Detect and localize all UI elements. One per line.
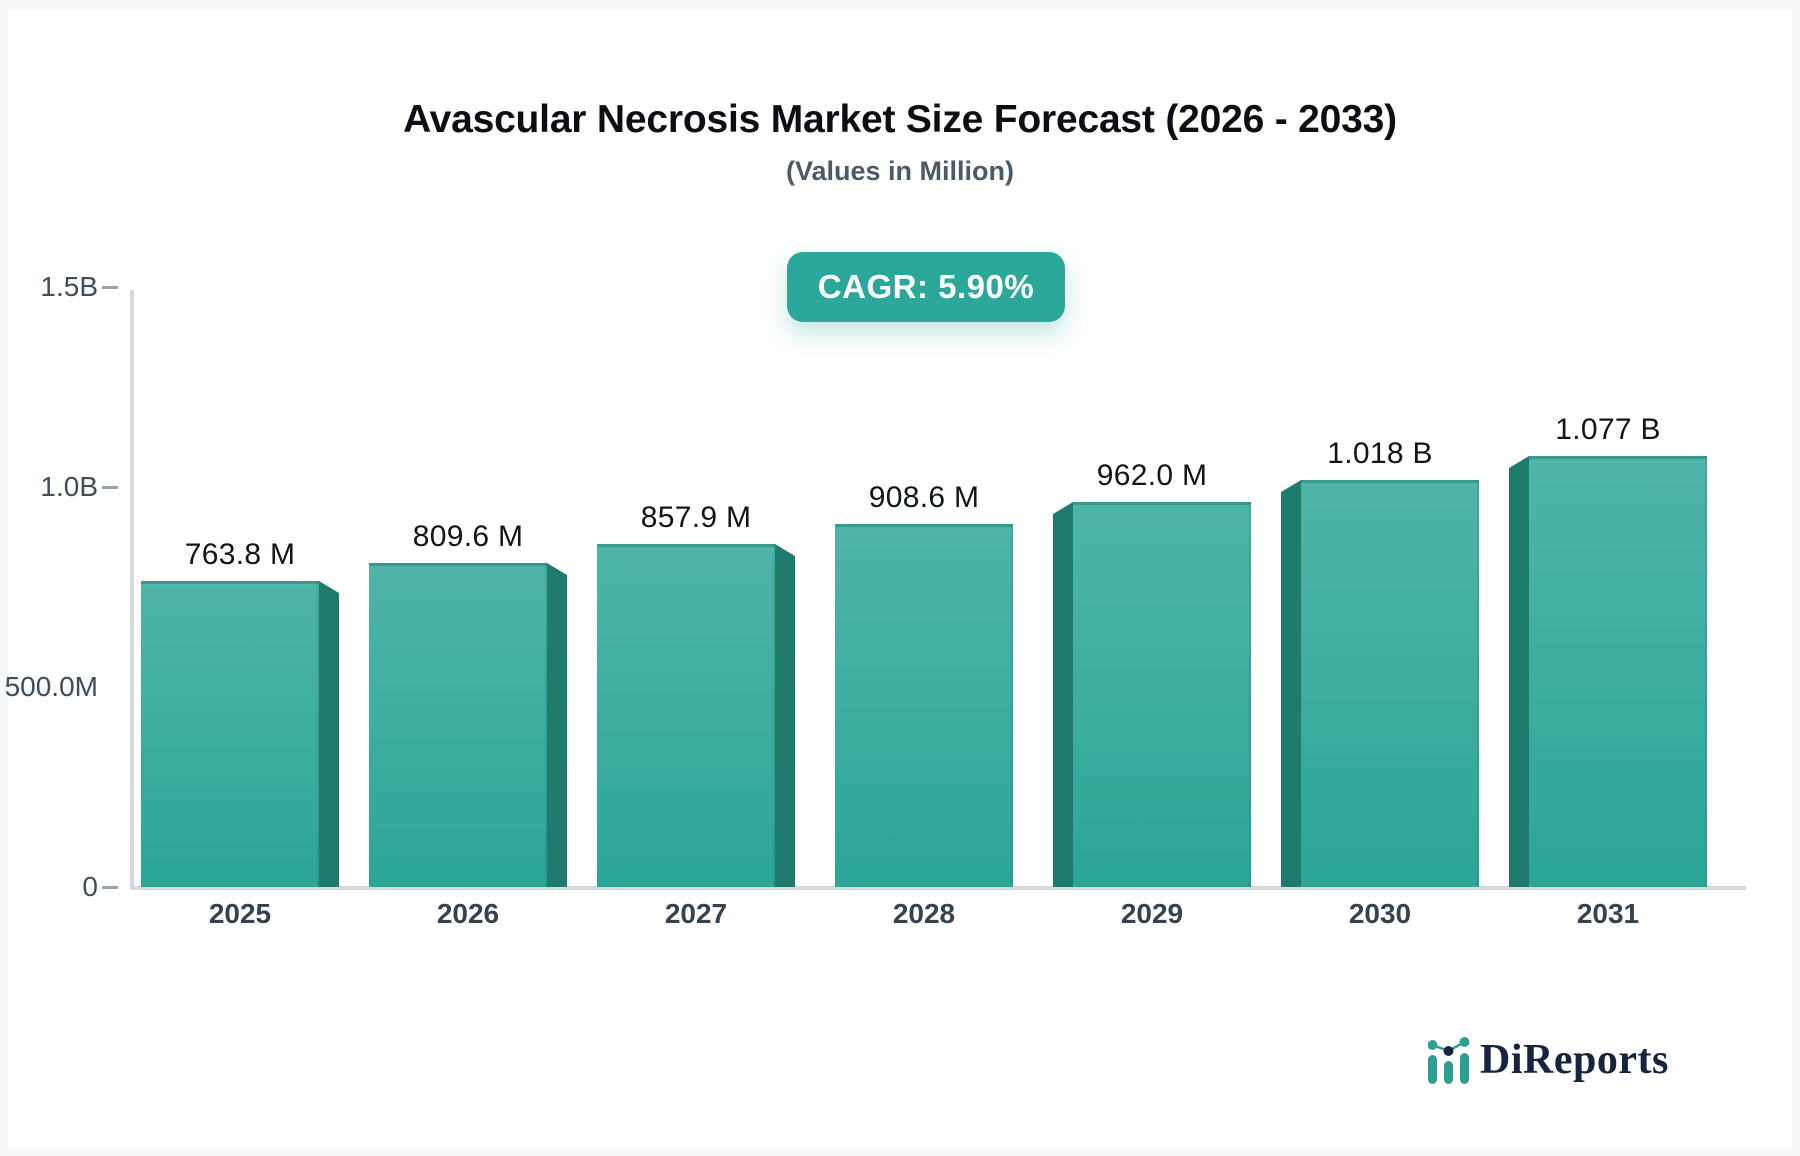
bar-value-label: 857.9 M — [640, 501, 752, 534]
bar-value-label: 962.0 M — [1096, 459, 1208, 492]
bar-3d-side — [775, 544, 795, 887]
bar-face — [835, 524, 1013, 887]
bar-3d-side — [1053, 502, 1073, 887]
x-axis-label-2029: 2029 — [1120, 898, 1184, 929]
bar-face — [1529, 456, 1707, 887]
y-tick-mark — [102, 486, 118, 489]
bar-2026: 809.6 M — [369, 520, 567, 887]
x-axis-line — [130, 886, 1746, 890]
bar-face — [369, 563, 547, 887]
x-axis-label-2031: 2031 — [1576, 898, 1640, 929]
bar-value-label: 1.018 B — [1327, 437, 1433, 470]
chart-title: Avascular Necrosis Market Size Forecast … — [403, 98, 1397, 141]
x-axis-label-2030: 2030 — [1348, 898, 1412, 929]
y-tick-label: 1.5B — [40, 271, 98, 302]
bar-value-label: 1.077 B — [1555, 413, 1661, 446]
x-axis-label-2028: 2028 — [892, 898, 956, 929]
chart-subtitle: (Values in Million) — [785, 156, 1015, 186]
bar-2025: 763.8 M — [141, 538, 339, 887]
bar-2031: 1.077 B — [1509, 413, 1707, 887]
x-axis-label-2026: 2026 — [436, 898, 500, 929]
y-tick-mark — [102, 286, 118, 289]
direports-logo-icon — [1428, 1037, 1470, 1084]
cagr-badge-label: CAGR: 5.90% — [817, 268, 1035, 305]
y-tick-mark — [102, 886, 118, 889]
bar-3d-side — [1281, 480, 1301, 887]
cagr-badge: CAGR: 5.90% — [787, 252, 1065, 322]
bar-face — [141, 581, 319, 887]
bar-face — [597, 544, 775, 887]
bar-face — [1073, 502, 1251, 887]
bar-2028: 908.6 M — [835, 481, 1013, 887]
bar-2030: 1.018 B — [1281, 437, 1479, 887]
bar-3d-side — [319, 581, 339, 887]
bar-value-label: 908.6 M — [868, 481, 980, 514]
y-tick-label: 1.0B — [40, 471, 98, 502]
bar-3d-side — [547, 563, 567, 887]
x-axis-label-2027: 2027 — [664, 898, 728, 929]
bar-3d-side — [1509, 456, 1529, 887]
bar-face — [1301, 480, 1479, 887]
bar-value-label: 809.6 M — [412, 520, 524, 553]
bar-2027: 857.9 M — [597, 501, 795, 887]
x-axis-label-2025: 2025 — [208, 898, 272, 929]
y-tick-label: 500.0M — [4, 671, 98, 702]
y-tick-label: 0 — [82, 871, 98, 902]
bar-value-label: 763.8 M — [184, 538, 296, 571]
direports-logo-text: DiReports — [1480, 1037, 1669, 1083]
bar-2029: 962.0 M — [1053, 459, 1251, 887]
direports-logo: DiReports — [1428, 1032, 1669, 1084]
y-axis-line — [130, 290, 134, 890]
